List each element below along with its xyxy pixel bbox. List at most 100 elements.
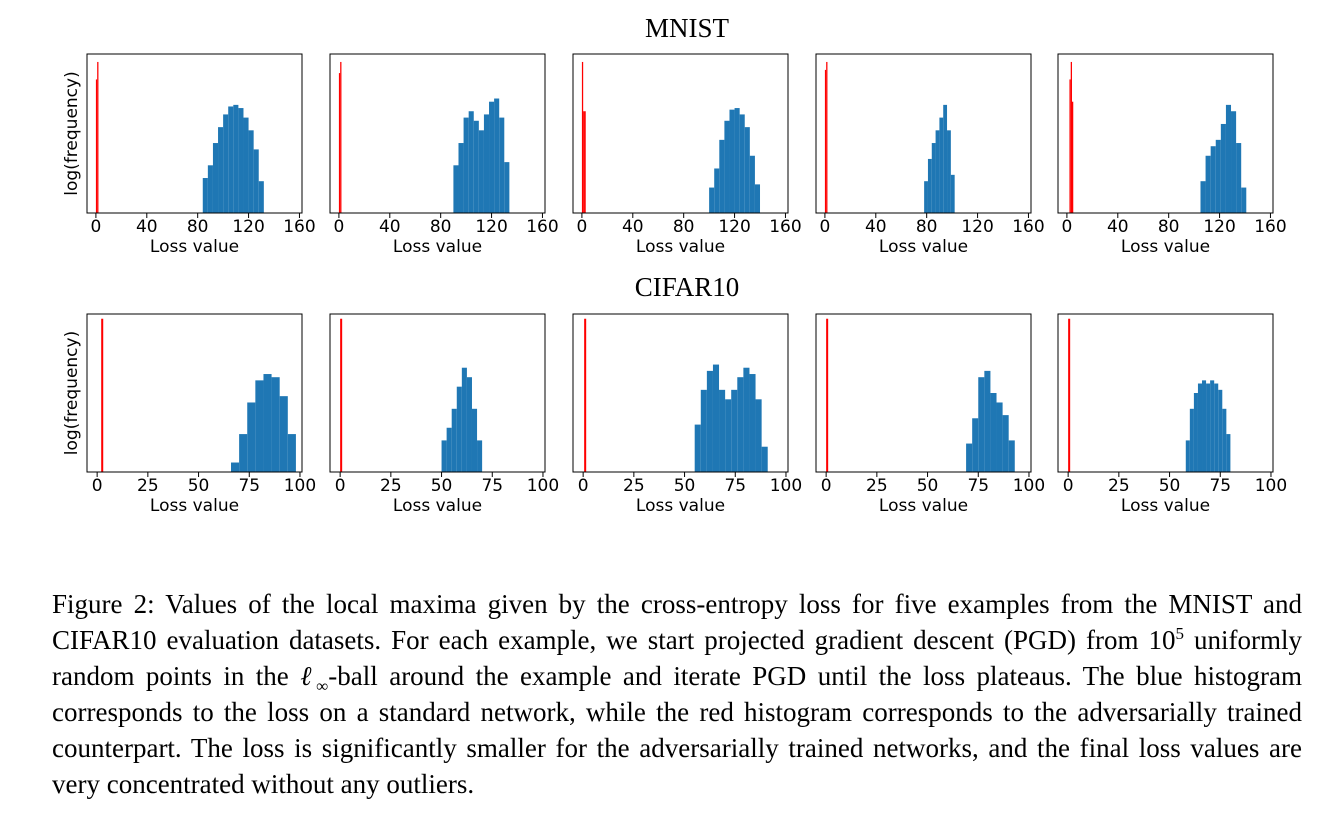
histogram-bar	[731, 389, 738, 472]
plot-frame	[329, 313, 546, 473]
x-tick-label: 100	[1013, 476, 1045, 496]
histogram-bar	[95, 79, 98, 213]
histogram-bar	[287, 434, 296, 472]
histogram-bar	[1197, 383, 1203, 472]
histogram-bar	[340, 318, 343, 472]
x-tick-label: 80	[430, 217, 452, 237]
x-tick-label: 0	[1061, 217, 1072, 237]
histogram-bar	[1189, 408, 1194, 472]
histogram-bar	[101, 318, 104, 472]
x-tick-label: 80	[187, 217, 209, 237]
histogram-bar	[1215, 139, 1221, 213]
histogram-bar	[754, 184, 761, 213]
histogram-bar	[947, 130, 951, 213]
plot-frame	[815, 53, 1032, 214]
x-tick-label: 50	[917, 476, 939, 496]
histogram-bar	[258, 181, 264, 213]
x-axis-label: Loss value	[1121, 496, 1210, 516]
caption: Figure 2: Values of the local maxima giv…	[52, 586, 1302, 802]
plot-frame	[815, 313, 1032, 473]
histogram-bar	[338, 73, 341, 213]
x-axis-label: Loss value	[636, 496, 725, 516]
x-tick-label: 0	[1063, 476, 1074, 496]
x-tick-label: 75	[967, 476, 989, 496]
caption-symbol: ℓ	[300, 661, 317, 691]
x-axis-label: Loss value	[1121, 237, 1210, 257]
histogram-bar	[271, 377, 280, 472]
x-tick-label: 25	[137, 476, 159, 496]
histogram-bar	[755, 399, 762, 472]
histogram-bar	[924, 181, 928, 213]
plot-frame	[1057, 313, 1274, 473]
figure: MNIST CIFAR10 0 40 80 120 160 Loss value log(f…	[62, 13, 1287, 516]
x-tick-label: 100	[1255, 476, 1287, 496]
x-tick-label: 100	[284, 476, 316, 496]
histogram-bar	[1069, 79, 1071, 213]
caption-text: 10	[1148, 625, 1176, 655]
x-tick-label: 100	[770, 476, 802, 496]
histogram-bar	[1236, 143, 1242, 213]
histogram-bar	[446, 427, 452, 472]
histogram-bar	[456, 386, 462, 472]
histogram-bar	[1214, 383, 1219, 472]
histogram-bar	[935, 130, 940, 213]
histogram-bar	[950, 174, 955, 213]
histogram-bar	[584, 111, 586, 213]
histogram-bar	[744, 127, 750, 213]
x-tick-label: 160	[1254, 217, 1286, 237]
x-tick-label: 25	[380, 476, 402, 496]
caption-superscript: 5	[1175, 624, 1185, 643]
histogram-bar	[212, 143, 219, 213]
histogram-bar	[1220, 123, 1226, 213]
plot-frame	[86, 53, 303, 214]
histogram-bar	[729, 109, 735, 213]
x-tick-label: 120	[232, 217, 264, 237]
histogram-bar	[223, 114, 229, 213]
x-axis-label: Loss value	[636, 237, 725, 257]
histogram-bar	[939, 117, 944, 213]
x-tick-label: 40	[1107, 217, 1129, 237]
x-tick-label: 80	[673, 217, 695, 237]
histogram-bar	[468, 111, 474, 213]
x-axis-label: Loss value	[879, 237, 968, 257]
x-tick-label: 25	[866, 476, 888, 496]
histogram-bar	[943, 104, 948, 213]
x-tick-label: 40	[136, 217, 158, 237]
histogram-bar	[1231, 111, 1237, 213]
x-tick-label: 80	[916, 217, 938, 237]
histogram-bar	[739, 114, 745, 213]
y-axis-label: log(frequency)	[62, 331, 82, 455]
plot-frame	[572, 53, 789, 214]
histogram-bar	[978, 377, 985, 472]
histogram-bar	[263, 374, 272, 472]
x-tick-label: 0	[92, 476, 103, 496]
histogram-bar	[709, 187, 715, 213]
histogram-bar	[990, 393, 997, 472]
x-tick-label: 0	[821, 476, 832, 496]
histogram-bar	[233, 104, 239, 213]
histogram-bar	[1241, 187, 1247, 213]
histogram-bar	[972, 418, 979, 472]
x-tick-label: 50	[188, 476, 210, 496]
histogram-bar	[1008, 440, 1015, 472]
histogram-bar	[734, 108, 740, 213]
histogram-bar	[489, 101, 495, 213]
x-tick-label: 0	[90, 217, 101, 237]
histogram-bar	[255, 380, 264, 472]
histogram-bar	[1071, 101, 1074, 213]
histogram-bar	[243, 117, 249, 213]
histogram-bar	[1002, 415, 1009, 472]
histogram-bar	[504, 162, 510, 213]
histogram-bar	[1068, 318, 1071, 472]
histogram-bar	[996, 402, 1003, 472]
histogram-bar	[453, 165, 459, 213]
histogram-bar	[466, 377, 472, 472]
histogram-bar	[247, 402, 256, 472]
caption-text: Figure 2: Values of the local maxima giv…	[52, 589, 1302, 655]
histogram-bar	[451, 408, 457, 472]
x-axis-label: Loss value	[879, 496, 968, 516]
histogram-bar	[494, 98, 500, 213]
histogram-bar	[231, 462, 240, 472]
x-tick-label: 160	[283, 217, 315, 237]
histogram-bar	[826, 61, 828, 214]
